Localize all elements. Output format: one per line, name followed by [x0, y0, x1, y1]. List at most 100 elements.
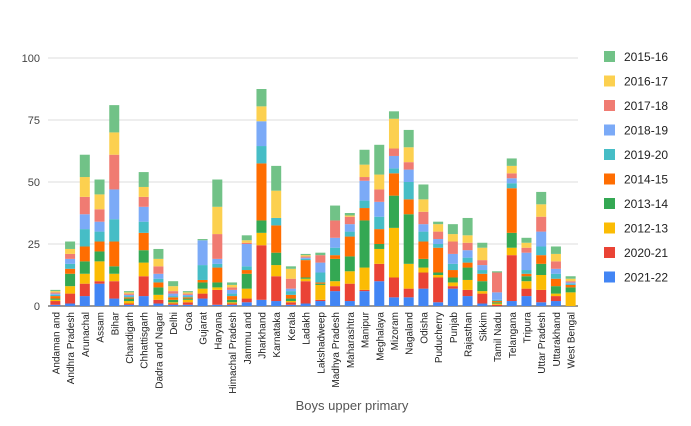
bar-segment-telangana-2015-16 [506, 158, 517, 166]
bar-segment-puducherry-2012-13 [433, 275, 444, 278]
x-category-label: Andhra Pradesh [66, 312, 77, 384]
x-category-label: Jammu and [243, 312, 254, 364]
x-category-label: Delhi [169, 312, 180, 335]
bar-segment-uttar-pradesh-2019-20 [536, 246, 547, 256]
bar-segment-chandigarh-2015-16 [123, 291, 134, 293]
bar-segment-punjab-2020-21 [447, 286, 458, 289]
bar-segment-meghalaya-2018-19 [374, 201, 385, 217]
bar-segment-goa-2019-20 [182, 296, 193, 298]
bar-segment-arunachal-2015-16 [79, 154, 90, 178]
bar-segment-arunachal-2019-20 [79, 229, 90, 247]
bar-segment-assam-2015-16 [94, 179, 105, 195]
bar-segment-andaman-and-2014-15 [50, 296, 61, 299]
x-category-label: Chhattisgarh [140, 312, 151, 369]
bar-segment-goa-2020-21 [182, 302, 193, 305]
bar-segment-odisha-2020-21 [418, 272, 429, 289]
bar-segment-maharashtra-2015-16 [344, 213, 355, 216]
bar-segment-punjab-2021-22 [447, 288, 458, 306]
bar-segment-nagaland-2014-15 [403, 199, 414, 215]
bar-segment-telangana-2016-17 [506, 165, 517, 174]
bar-segment-uttarakhand-2018-19 [550, 268, 561, 274]
bar-segment-arunachal-2014-15 [79, 246, 90, 262]
bar-segment-manipur-2014-15 [359, 208, 370, 221]
bar-segment-ladakh-2020-21 [300, 281, 311, 304]
bar-stack-karnataka [271, 165, 282, 306]
bar-segment-west-bengal-2012-13 [565, 292, 576, 306]
bar-segment-madhya-pradesh-2012-13 [330, 281, 341, 287]
bar-segment-jharkhand-2012-13 [256, 232, 267, 246]
bar-segment-bihar-2016-17 [109, 132, 120, 155]
bar-segment-puducherry-2019-20 [433, 244, 444, 248]
bar-segment-nagaland-2020-21 [403, 288, 414, 298]
bar-segment-maharashtra-2014-15 [344, 236, 355, 257]
bar-segment-arunachal-2017-18 [79, 196, 90, 215]
legend-label: 2012-13 [624, 222, 668, 236]
legend-label: 2019-20 [624, 148, 668, 162]
bar-segment-jammu-and-2012-13 [241, 288, 252, 299]
bar-segment-chhattisgarh-2020-21 [138, 276, 149, 297]
bar-stack-tripura [521, 237, 532, 306]
bar-segment-maharashtra-2012-13 [344, 271, 355, 284]
legend-item-2018-19: 2018-19 [604, 124, 668, 138]
bar-segment-delhi-2012-13 [168, 302, 179, 304]
bar-segment-tamil-nadu-2018-19 [492, 292, 503, 300]
bar-segment-meghalaya-2017-18 [374, 189, 385, 202]
x-category-label: Dadra and Nagar [154, 311, 165, 388]
bar-segment-mizoram-2012-13 [388, 227, 399, 278]
bar-segment-bihar-2013-14 [109, 266, 120, 274]
bar-segment-tripura-2012-13 [521, 281, 532, 289]
bar-segment-chandigarh-2019-20 [123, 296, 134, 298]
bar-segment-haryana-2018-19 [212, 258, 223, 264]
bar-segment-chhattisgarh-2015-16 [138, 172, 149, 187]
bar-segment-telangana-2014-15 [506, 188, 517, 233]
legend-item-2013-14: 2013-14 [604, 197, 668, 211]
legend-item-2016-17: 2016-17 [604, 75, 668, 89]
bar-segment-puducherry-2015-16 [433, 221, 444, 225]
bar-segment-sikkim-2016-17 [477, 247, 488, 261]
legend-label: 2017-18 [624, 99, 668, 113]
bar-segment-odisha-2017-18 [418, 211, 429, 225]
bar-segment-sikkim-2014-15 [477, 273, 488, 282]
bar-segment-tripura-2015-16 [521, 237, 532, 243]
bar-stack-andhra-pradesh [65, 241, 76, 306]
legend-label: 2014-15 [624, 173, 668, 187]
bar-segment-gujarat-2012-13 [197, 288, 208, 294]
bar-segment-tamil-nadu-2013-14 [492, 302, 503, 304]
bar-segment-madhya-pradesh-2013-14 [330, 258, 341, 282]
bar-segment-himachal-pradesh-2013-14 [227, 299, 238, 303]
bar-segment-punjab-2017-18 [447, 241, 458, 254]
bar-segment-west-bengal-2015-16 [565, 276, 576, 279]
bar-segment-chandigarh-2020-21 [123, 303, 134, 305]
bar-segment-lakshadweep-2017-18 [315, 255, 326, 263]
bar-segment-bihar-2020-21 [109, 281, 120, 299]
bar-segment-odisha-2019-20 [418, 231, 429, 242]
bar-segment-assam-2016-17 [94, 194, 105, 210]
bar-segment-assam-2019-20 [94, 231, 105, 242]
bar-segment-andaman-and-2013-14 [50, 298, 61, 300]
bar-segment-arunachal-2016-17 [79, 177, 90, 197]
bar-segment-dadra-and-nagar-2020-21 [153, 299, 164, 304]
bar-segment-tripura-2019-20 [521, 270, 532, 274]
bar-segment-uttar-pradesh-2021-22 [536, 302, 547, 306]
bar-segment-sikkim-2020-21 [477, 293, 488, 304]
bar-segment-kerala-2015-16 [285, 266, 296, 269]
bar-segment-rajasthan-2021-22 [462, 296, 473, 306]
bar-segment-karnataka-2014-15 [271, 225, 282, 253]
bar-segment-bihar-2015-16 [109, 105, 120, 133]
bar-segment-dadra-and-nagar-2014-15 [153, 282, 164, 288]
bar-segment-west-bengal-2019-20 [565, 283, 576, 285]
bar-segment-uttar-pradesh-2012-13 [536, 275, 547, 290]
bar-segment-andhra-pradesh-2021-22 [65, 303, 76, 306]
bar-segment-jharkhand-2021-22 [256, 299, 267, 306]
bar-segment-sikkim-2019-20 [477, 270, 488, 274]
bar-segment-uttarakhand-2012-13 [550, 293, 561, 297]
x-category-label: Telangana [508, 312, 519, 359]
bar-segment-andhra-pradesh-2020-21 [65, 293, 76, 304]
y-axis-ticks: 0 25 50 75 100 [22, 53, 40, 313]
bar-segment-meghalaya-2014-15 [374, 229, 385, 244]
bar-segment-andhra-pradesh-2018-19 [65, 258, 76, 264]
bar-stack-punjab [447, 224, 458, 306]
bar-segment-odisha-2014-15 [418, 241, 429, 259]
bar-segment-jammu-and-2015-16 [241, 235, 252, 241]
bar-stack-mizoram [388, 111, 399, 306]
